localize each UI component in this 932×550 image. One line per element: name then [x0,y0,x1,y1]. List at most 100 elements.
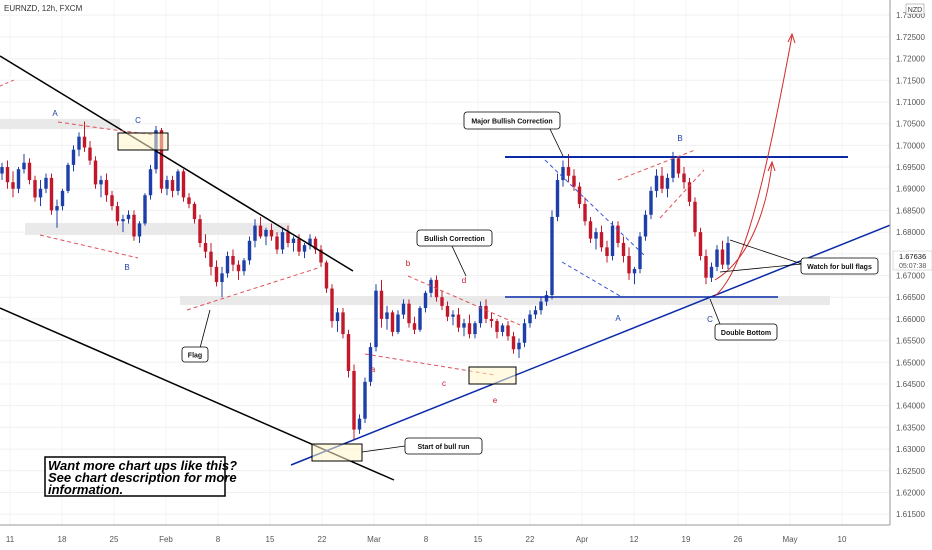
wave-label-a: a [371,365,376,374]
projection-arrow-high [714,35,793,297]
projection-arrow-head-high [787,32,796,44]
left-edge-dashed [0,79,15,87]
callout-major-bullish-correction [463,111,561,130]
candle-up [517,342,521,350]
candle-down [324,262,329,289]
candle-up [385,312,389,319]
wave-labels: A B C a b c d e A B C [52,109,713,405]
candle-down [104,180,109,196]
wave-label-c: c [442,379,446,388]
candle-down [181,171,186,198]
candle-down [192,203,197,220]
candle-up [643,214,648,237]
trend-drawings [0,32,899,481]
candle-down [11,182,15,189]
candle-down [33,180,37,198]
candlestick-series [0,121,730,441]
y-tick-label: 1.63000 [896,445,925,454]
y-tick-label: 1.65000 [896,358,925,367]
candle-up [55,206,59,211]
candle-down [390,312,395,332]
y-tick-label: 1.70000 [896,141,925,150]
time-axis[interactable]: 11 18 25 Feb 8 15 22 Mar 8 15 22 Apr 12 19 26 May 10 [0,524,932,550]
highlight-box-bull-run [311,443,363,462]
last-price-tag [892,250,932,271]
svg-text:Double Bottom: Double Bottom [721,330,771,337]
y-tick-label: 1.67000 [896,272,925,281]
candle-down [506,325,510,337]
promo-line-1: Want more chart ups like this? [48,458,237,473]
x-tick-label: 8 [216,535,221,544]
candle-up [473,323,477,335]
candle-down [687,182,692,202]
candle-up [247,240,252,261]
y-tick-label: 1.61500 [896,510,925,519]
triangle-upper-dashed [407,275,521,326]
candle-down [682,173,686,183]
candle-up [709,266,714,278]
callout-double-bottom [714,323,778,341]
support-resistance-zones [0,119,830,305]
right-b-lower-dashed [659,169,705,219]
candle-up [374,290,378,348]
candle-down [258,225,263,237]
candle-up [594,232,598,239]
callout-bullish-correction [416,229,493,247]
y-tick-label: 1.66000 [896,315,925,324]
candle-up [423,292,428,309]
y-tick-label: 1.72500 [896,33,925,42]
candle-down [412,323,417,330]
promo-line-2: See chart description for more [48,470,237,485]
candle-down [286,232,290,243]
projection-arrow-head-low [767,160,776,172]
y-tick-label: 1.72000 [896,55,925,64]
x-tick-label: 25 [110,535,119,544]
candle-up [665,177,670,189]
left-abc-lower-dashed [39,234,139,259]
candle-up [137,223,142,237]
candle-up [308,238,312,246]
candle-down [352,370,356,430]
candle-down [693,201,697,233]
candle-up [176,171,180,191]
x-tick-label: 11 [6,535,15,544]
candle-down [203,242,208,252]
candle-down [621,242,626,256]
wave-label-e: e [493,396,498,405]
candle-up [462,323,466,328]
candle-up [335,312,340,322]
x-tick-label: May [782,535,797,544]
y-tick-label: 1.62500 [896,467,925,476]
candle-up [44,177,48,189]
candle-down [297,238,301,252]
candle-down [49,177,54,211]
price-axis[interactable]: 1.73000 1.72500 1.72000 1.71500 1.71000 1.705… [889,0,932,550]
candle-down [115,206,120,222]
candle-up [671,158,675,178]
candle-up [522,323,527,343]
candle-down [341,312,345,335]
svg-text:Start of bull run: Start of bull run [417,444,469,451]
candle-down [132,214,136,237]
candle-up [126,214,131,220]
candle-down [566,167,571,176]
candle-up [302,245,307,252]
y-tick-label: 1.70500 [896,120,925,129]
candle-down [467,323,472,335]
correction-channel-lower [561,261,621,297]
candle-up [715,249,719,267]
callout-watch-for-bull-flags [800,257,879,275]
candle-down [704,255,708,278]
symbol-title: EURNZD, 12h, FXCM [4,4,83,13]
wave-label-right-b: B [677,134,682,143]
candle-up [429,279,433,293]
projection-arrow-low [714,163,773,281]
candle-down [319,249,323,263]
candle-down [209,251,213,267]
x-tick-label: 19 [682,535,691,544]
countdown-value: 05:07:38 [899,263,926,270]
candle-down [275,236,279,250]
wave-label-left-c: C [135,116,141,125]
candle-down [660,175,664,189]
